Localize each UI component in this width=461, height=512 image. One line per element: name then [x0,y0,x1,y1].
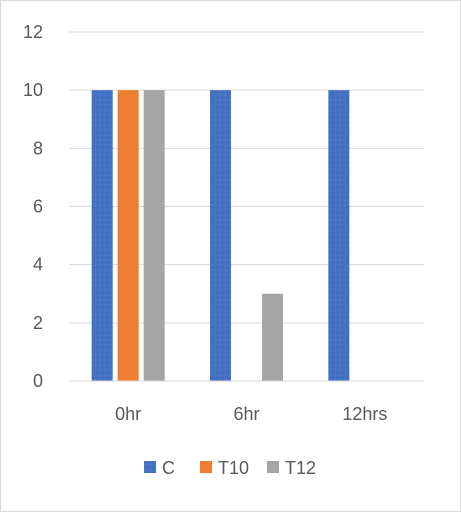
bar-c-12hrs [328,90,350,382]
x-tick-label: 12hrs [342,404,387,424]
legend-swatch-t10 [200,461,212,473]
y-tick-label: 10 [23,80,43,100]
y-tick-label: 8 [33,138,43,158]
legend-label-c: C [162,458,175,478]
legend-label-t12: T12 [285,458,316,478]
legend: C T10 T12 [144,458,316,478]
y-tick-label: 4 [33,255,43,275]
x-tick-label: 0hr [115,404,141,424]
x-axis-ticks: 0hr 6hr 12hrs [115,404,387,424]
y-axis-ticks: 0 2 4 6 8 10 12 [23,22,43,391]
y-tick-label: 0 [33,371,43,391]
legend-label-t10: T10 [218,458,249,478]
y-tick-label: 6 [33,197,43,217]
legend-swatch-t12 [267,461,279,473]
bar-c-0hr [91,90,113,382]
bar-t12-0hr [143,90,165,382]
y-tick-label: 2 [33,313,43,333]
bar-t10-0hr [117,90,139,382]
y-tick-label: 12 [23,22,43,42]
x-tick-label: 6hr [233,404,259,424]
bar-c-6hr [210,90,231,382]
bar-t12-6hr [262,293,283,381]
bars [91,90,350,382]
legend-swatch-c [144,461,156,473]
